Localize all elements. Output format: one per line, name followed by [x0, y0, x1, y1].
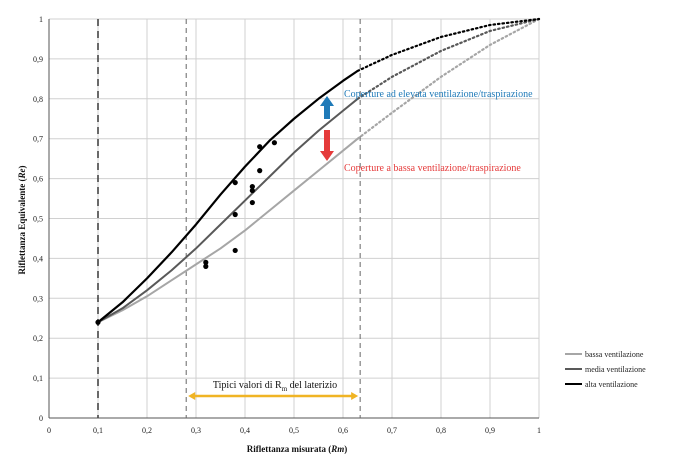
annotation-high-ventilation: Coperture ad elevata ventilazione/traspi…	[344, 89, 533, 100]
x-tick-label: 0,6	[338, 426, 348, 435]
y-tick-label: 0,2	[33, 334, 43, 343]
legend-label: media ventilazione	[585, 365, 646, 374]
chart-vertical-markers	[97, 19, 361, 418]
legend-label: alta ventilazione	[585, 380, 638, 389]
measured-point	[203, 259, 209, 265]
annotation-low-ventilation: Coperture a bassa ventilazione/traspiraz…	[344, 163, 521, 174]
x-tick-label: 0,2	[142, 426, 152, 435]
chart-axes	[48, 19, 539, 419]
chart-legend: bassa ventilazione media ventilazione alta…	[565, 350, 646, 389]
y-tick-label: 0,6	[33, 175, 43, 184]
y-tick-label: 0,5	[33, 215, 43, 224]
y-tick-label: 0,1	[33, 374, 43, 383]
measured-point	[95, 319, 101, 325]
measured-point	[249, 199, 255, 206]
series-line	[97, 137, 359, 324]
range-arrow-right-icon	[351, 392, 359, 400]
measured-point	[232, 247, 238, 254]
y-tick-label: 0,9	[33, 55, 43, 64]
x-tick-label: 0,4	[240, 426, 250, 435]
measured-point	[249, 183, 255, 190]
x-tick-label: 0,3	[191, 426, 201, 435]
x-tick-label: 0,1	[93, 426, 103, 435]
series-line	[97, 98, 359, 324]
chart-series	[97, 17, 541, 324]
measured-point	[249, 187, 255, 194]
brick-range-label: Tipici valori di Rm del laterizio	[213, 380, 337, 393]
y-tick-label: 0,3	[33, 294, 43, 303]
measured-point	[257, 144, 263, 150]
measured-point	[232, 179, 238, 186]
y-tick-label: 0,8	[33, 95, 43, 104]
brick-range-indicator: Tipici valori di Rm del laterizio	[188, 380, 359, 400]
y-tick-label: 0,4	[33, 254, 43, 263]
x-tick-label: 0,8	[436, 426, 446, 435]
measured-point	[203, 263, 209, 269]
series-line-extrapolated	[356, 17, 541, 140]
measured-point	[271, 140, 277, 146]
y-tick-label: 0	[39, 414, 43, 423]
measured-point	[257, 168, 263, 174]
x-tick-label: 0,9	[485, 426, 495, 435]
x-axis-title: Riflettanza misurata (Rm)	[247, 444, 348, 454]
x-tick-label: 0	[47, 426, 51, 435]
high-ventilation-arrow-icon	[320, 96, 334, 119]
range-arrow-left-icon	[188, 392, 196, 400]
legend-label: bassa ventilazione	[585, 350, 644, 359]
chart-grid	[48, 18, 540, 419]
x-tick-label: 1	[537, 426, 541, 435]
series-line-extrapolated	[356, 17, 541, 100]
annotations: Coperture ad elevata ventilazione/traspi…	[320, 89, 533, 174]
x-tick-label: 0,5	[289, 426, 299, 435]
x-tick-labels: 0 0,1 0,2 0,3 0,4 0,5 0,6 0,7 0,8 0,9 1	[47, 426, 541, 435]
y-tick-label: 0,7	[33, 135, 43, 144]
chart-points	[95, 140, 277, 325]
y-tick-label: 1	[39, 15, 43, 24]
series-line	[97, 69, 359, 324]
measured-point	[232, 211, 238, 218]
y-tick-labels: 0 0,1 0,2 0,3 0,4 0,5 0,6 0,7 0,8 0,9 1	[33, 15, 43, 423]
x-tick-label: 0,7	[387, 426, 397, 435]
low-ventilation-arrow-icon	[320, 130, 334, 161]
series-line-extrapolated	[356, 17, 541, 72]
y-axis-title: Riflettanza Equivalente (Re)	[17, 166, 27, 275]
